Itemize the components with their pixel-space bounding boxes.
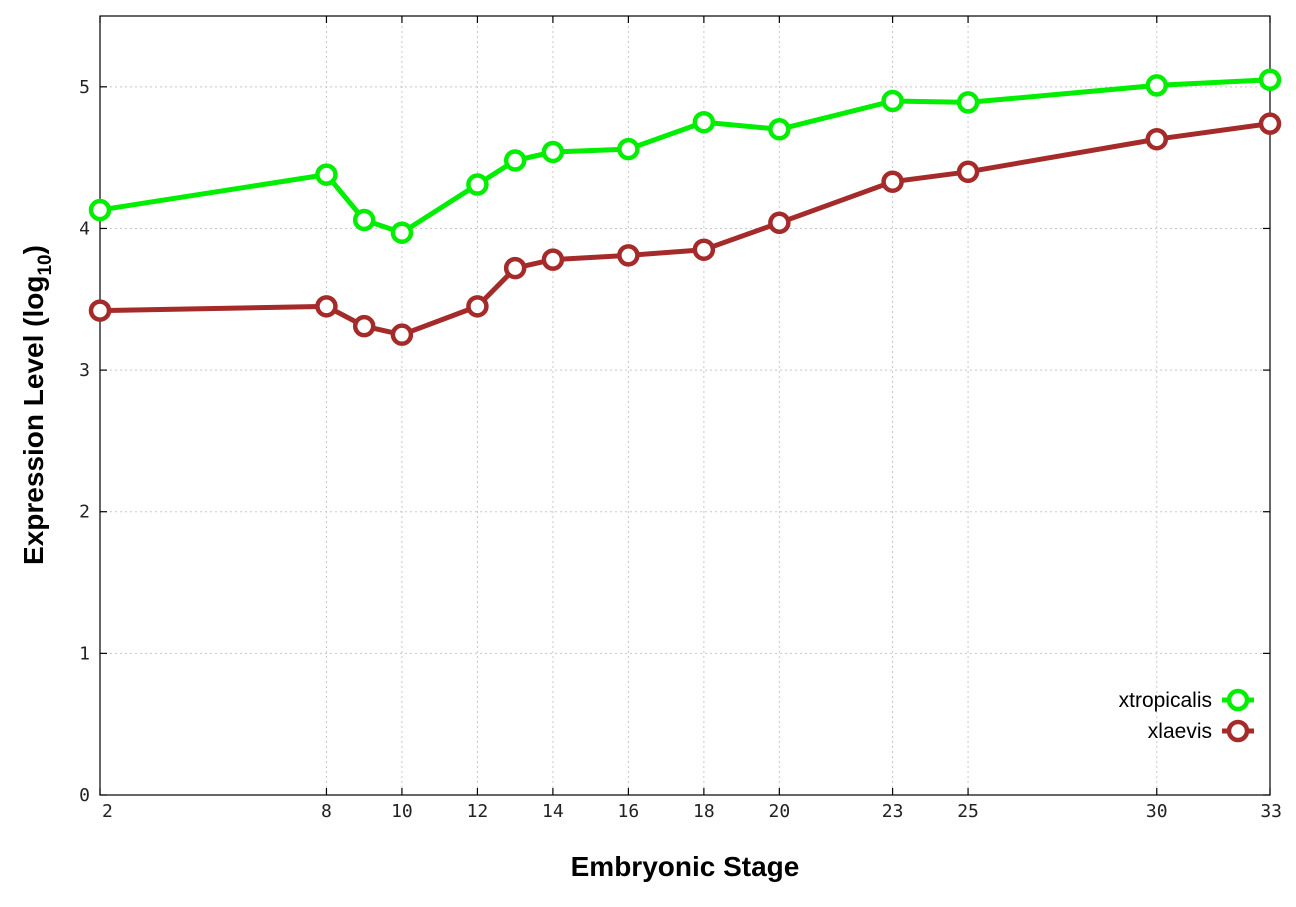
data-point-xlaevis [390,323,414,346]
legend-label-xtropicalis: xtropicalis [1119,689,1212,712]
x-tick-label: 12 [467,801,489,822]
x-axis-title: Embryonic Stage [571,851,800,882]
plot-frame [99,15,1271,796]
data-point-xtropicalis [881,89,904,113]
data-point-xlaevis [617,244,640,267]
data-point-xlaevis [692,238,716,261]
x-tick-label: 20 [769,801,791,822]
series-line-xtropicalis [99,77,1271,236]
x-tick-label: 18 [693,801,715,822]
x-tick-label: 25 [957,801,979,822]
x-tick-label: 14 [542,801,564,822]
data-point-xtropicalis [503,149,527,172]
legend-label-xlaevis: xlaevis [1148,720,1212,743]
data-point-xtropicalis [466,173,489,196]
data-point-xtropicalis [768,118,791,141]
x-tick-label: 23 [882,801,904,822]
data-point-xtropicalis [617,137,640,161]
data-point-xtropicalis [315,163,338,186]
data-point-xlaevis [956,160,980,184]
series-group [88,68,1282,346]
data-point-xtropicalis [88,198,112,222]
x-tick-label: 30 [1146,801,1168,822]
data-point-xlaevis [768,211,791,235]
series-xlaevis [88,112,1282,346]
x-tick-label: 10 [391,801,413,822]
data-point-xlaevis [88,299,112,322]
data-point-xlaevis [881,170,904,193]
data-point-xtropicalis [541,140,565,164]
y-axis-title-subscript: 10 [35,254,56,275]
x-tick-label: 2 [102,801,113,822]
y-tick-label: 5 [79,77,90,98]
data-point-xtropicalis [1258,68,1282,91]
data-point-xtropicalis [956,91,980,114]
legend: xtropicalis xlaevis [1119,688,1254,743]
y-tick-label: 3 [79,360,90,381]
data-point-xlaevis [466,295,489,318]
y-axis-title-close: ) [18,245,49,254]
grid [100,16,1270,795]
y-tick-label: 0 [79,785,90,806]
data-point-xtropicalis [1145,74,1169,97]
legend-marker-xtropicalis [1226,688,1250,712]
data-point-xtropicalis [390,221,414,244]
data-point-xtropicalis [692,110,716,134]
y-tick-label: 1 [79,643,90,664]
y-tick-label: 2 [79,502,90,523]
series-line-xlaevis [99,121,1271,338]
data-point-xlaevis [352,314,376,338]
y-tick-label: 4 [79,218,90,239]
data-point-xlaevis [1145,127,1169,151]
x-tick-label: 8 [321,801,332,822]
x-tick-label: 16 [618,801,640,822]
legend-marker-xlaevis [1226,719,1250,743]
y-axis-title: Expression Level (log10) [18,245,56,565]
y-axis-title-main: Expression Level (log [18,276,49,565]
data-point-xtropicalis [352,208,376,232]
data-point-xlaevis [1258,112,1282,135]
data-point-xlaevis [541,248,565,271]
data-point-xlaevis [315,295,338,318]
data-point-xlaevis [503,256,527,280]
series-xtropicalis [88,68,1282,244]
x-tick-label: 33 [1260,801,1282,822]
